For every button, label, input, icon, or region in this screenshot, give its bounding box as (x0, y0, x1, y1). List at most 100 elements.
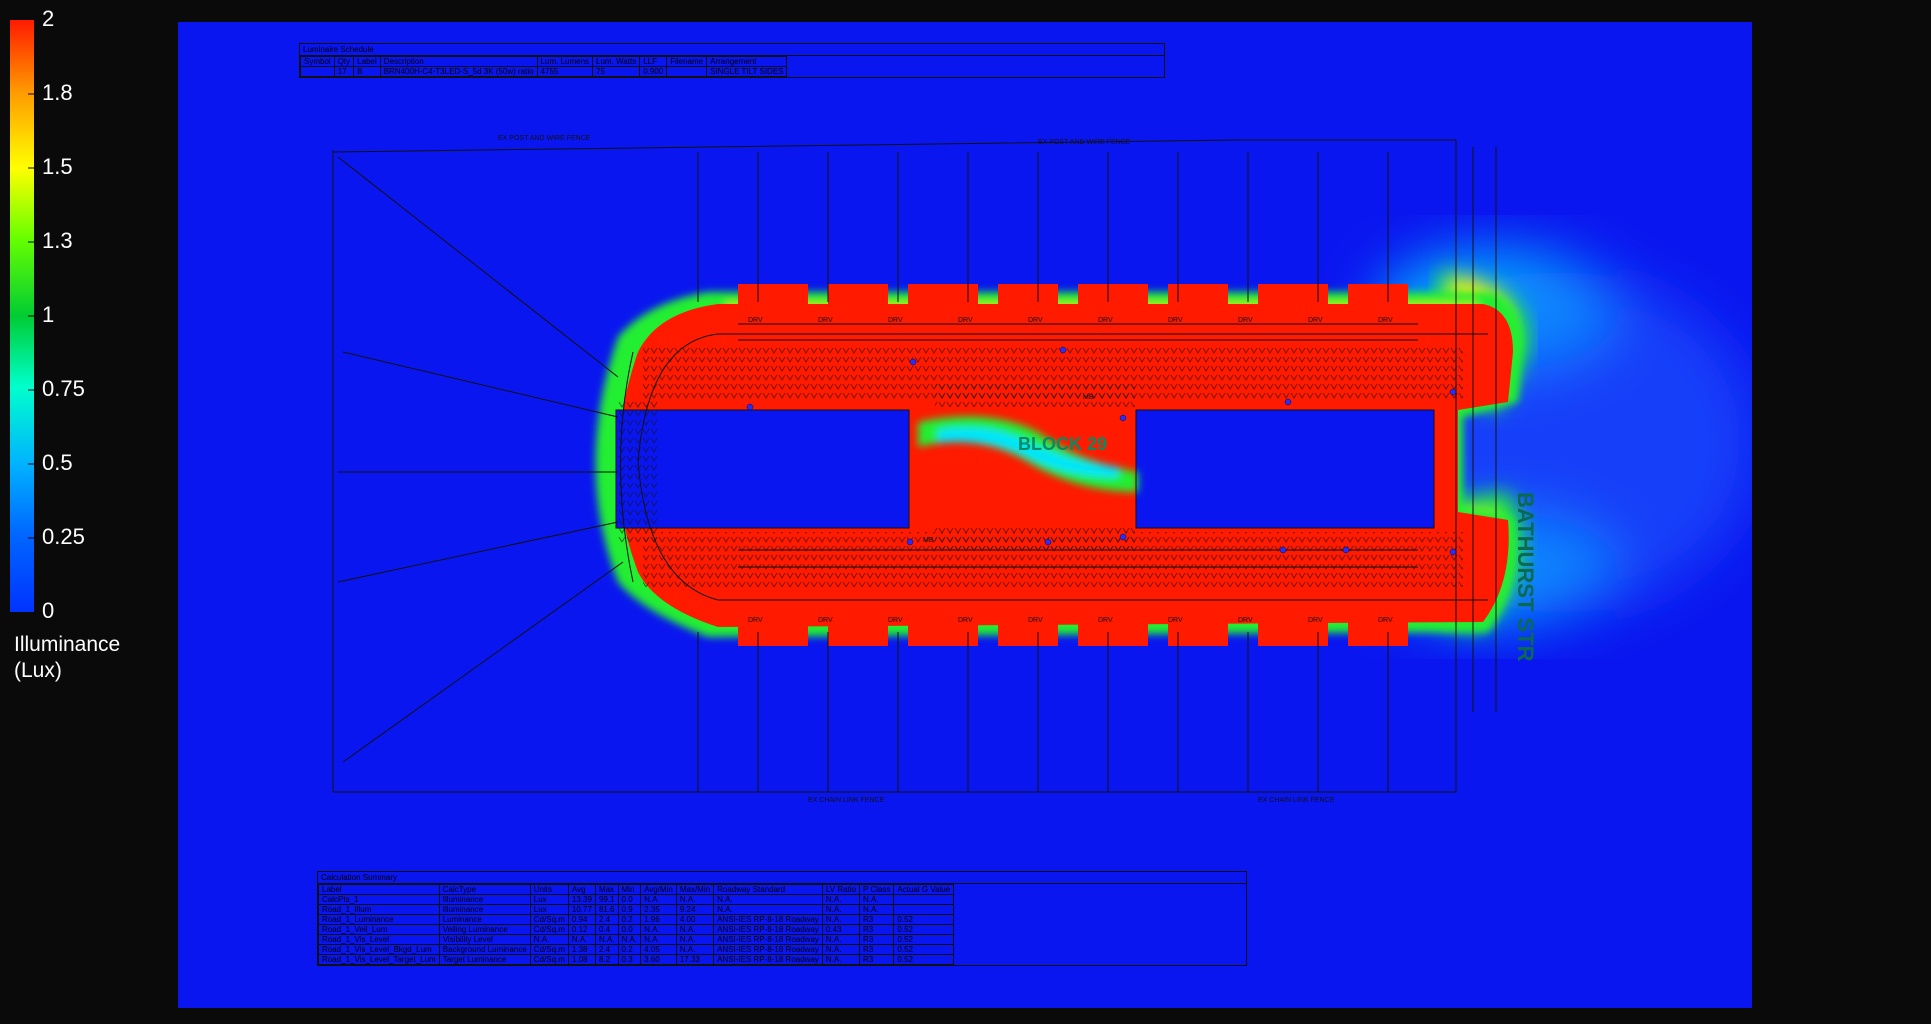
table-row: Road_1_Vis_Level Visibility Level N.A. N.A.… (318, 934, 955, 945)
table-cell: Road_1_Illum (318, 904, 440, 915)
drv-label: DRV (1028, 317, 1043, 324)
table-cell: 1.38 (567, 944, 596, 955)
table-cell: BRN400H-C4-T3LED-S_5d 3K (50w) ratio (379, 66, 538, 77)
table-cell: Label (353, 56, 381, 67)
table-cell: N.A. (821, 904, 861, 915)
drv-label: DRV (1238, 617, 1253, 624)
table-cell: N.A. (640, 924, 677, 935)
table-cell: 0.52 (893, 954, 955, 965)
luminaire-schedule-table: Symbol Qty Label Description Lum. Lumens Lum.… (300, 56, 788, 77)
table-cell: 4755 (536, 66, 594, 77)
drv-label: DRV (888, 617, 903, 624)
drv-label: DRV (818, 317, 833, 324)
road-marks-mid-bot (935, 527, 1135, 549)
inner-lot-west-area (616, 410, 909, 528)
table-cell: N.A. (567, 934, 596, 945)
table-cell: N.A. (821, 944, 861, 955)
table-cell: Road_1_Vis_Level_Target_Lum (318, 954, 440, 965)
table-cell: Label (318, 884, 440, 895)
table-cell: 2.4 (594, 914, 619, 925)
table-cell: 0.4 (594, 924, 619, 935)
legend-title-line2: (Lux) (14, 659, 62, 682)
table-cell: R3 (858, 944, 895, 955)
table-cell: Cd/Sq.m (529, 914, 569, 925)
table-cell (300, 66, 335, 77)
middle-cross-band (918, 416, 1138, 492)
table-cell: 1.08 (567, 954, 596, 965)
table-cell: N.A. (713, 894, 823, 905)
drv-label: DRV (1098, 317, 1113, 324)
table-row: Road_1_Luminance Luminance Cd/Sq.m 0.94 2.4 0… (318, 914, 955, 925)
table-cell: 0.900 (639, 66, 668, 77)
table-cell: 0.2 (617, 944, 642, 955)
table-cell: Road_1_Luminance (318, 914, 440, 925)
road-marks-west (618, 402, 658, 542)
table-cell: Cd/Sq.m (529, 944, 569, 955)
fence-label: EX CHAIN LINK FENCE (808, 797, 885, 804)
table-cell: 0.52 (893, 914, 955, 925)
table-cell: Road_1_Veil_Lum (318, 924, 440, 935)
legend-tick: 1.3 (42, 228, 73, 253)
fence-label: EX POST AND WIRE FENCE (1038, 139, 1131, 146)
table-cell: 0.0 (617, 924, 642, 935)
table-row: Road_1_Veil_Lum Veiling Luminance Cd/Sq.m 0… (318, 924, 955, 935)
table-cell (893, 904, 955, 915)
table-cell: N.A. (858, 904, 895, 915)
table-cell: Arrangement (706, 56, 788, 67)
legend-colorbar (10, 20, 34, 612)
table-cell: CalcPts_1 (318, 894, 440, 905)
table-cell: N.A. (675, 934, 715, 945)
luminaire-schedule: Luminaire Schedule Symbol Qty Label Descrip… (299, 43, 1165, 78)
drv-label: DRV (1098, 617, 1113, 624)
table-cell: Max/Min (675, 884, 715, 895)
fence-label: EX CHAIN LINK FENCE (1258, 797, 1335, 804)
table-cell: Units (529, 884, 569, 895)
table-cell: 0.9 (617, 904, 642, 915)
calculation-summary: Calculation Summary Label CalcType Units Av… (317, 871, 1247, 966)
table-header-row: Symbol Qty Label Description Lum. Lumens Lum.… (300, 56, 788, 67)
legend-tick: 0.5 (42, 450, 73, 475)
table-cell: 4.00 (675, 914, 715, 925)
table-row: Road_1_Illum Illuminance Lux 10.77 81.6 0.9 2.… (318, 904, 955, 915)
table-cell: 0.2 (617, 914, 642, 925)
color-legend: 2 1.8 1.5 1.3 1 0.75 0.5 0.25 0 Illumina… (0, 0, 170, 700)
drv-label: DRV (958, 617, 973, 624)
table-row: Road_1_Vis_Level_Bkgd_Lum Background Lumi… (318, 944, 955, 955)
table-cell: 81.6 (594, 904, 619, 915)
driveway-labels: DRV DRV DRV DRV DRV DRV DRV DRV DRV DRV … (748, 317, 1393, 624)
table-cell: 0.52 (893, 924, 955, 935)
inner-lot-east-area (1136, 410, 1434, 528)
table-cell: 75 (592, 66, 641, 77)
table-cell: N.A. (640, 894, 677, 905)
table-cell: 8.2 (594, 954, 619, 965)
mb-label: MB (1083, 394, 1094, 401)
table-cell: Road_1_Vis_Level (318, 934, 440, 945)
fence-label: EX POST AND WIRE FENCE (498, 135, 591, 142)
drv-label: DRV (748, 617, 763, 624)
table-cell: N.A. (675, 944, 715, 955)
table-cell: Illuminance (438, 894, 531, 905)
table-cell: Cd/Sq.m (529, 924, 569, 935)
table-cell: 13.39 (567, 894, 596, 905)
table-cell: R3 (858, 934, 895, 945)
drv-label: DRV (1308, 617, 1323, 624)
table-cell: Roadway Standard (713, 884, 823, 895)
table-cell: Visibility Level (438, 934, 531, 945)
table-cell: P Class (858, 884, 895, 895)
table-cell: R3 (858, 924, 895, 935)
table-cell: 0.94 (567, 914, 596, 925)
table-cell: Target Luminance (438, 954, 531, 965)
calculation-summary-table: Label CalcType Units Avg Max Min Avg/Min Max/Mi… (318, 884, 955, 965)
legend-tick: 0.25 (42, 524, 85, 549)
drv-label: DRV (1168, 617, 1183, 624)
drv-label: DRV (1378, 617, 1393, 624)
luminaire-schedule-title: Luminaire Schedule (300, 44, 1164, 56)
table-header-row: Label CalcType Units Avg Max Min Avg/Min Max/Mi… (318, 884, 955, 895)
block-label: BLOCK 29 (1018, 434, 1107, 454)
table-cell: 17.33 (675, 954, 715, 965)
drv-label: DRV (1238, 317, 1253, 324)
table-cell: N.A. (713, 904, 823, 915)
table-cell: Lux (529, 894, 569, 905)
drv-label: DRV (958, 317, 973, 324)
road-marks-mid-top (935, 382, 1135, 407)
